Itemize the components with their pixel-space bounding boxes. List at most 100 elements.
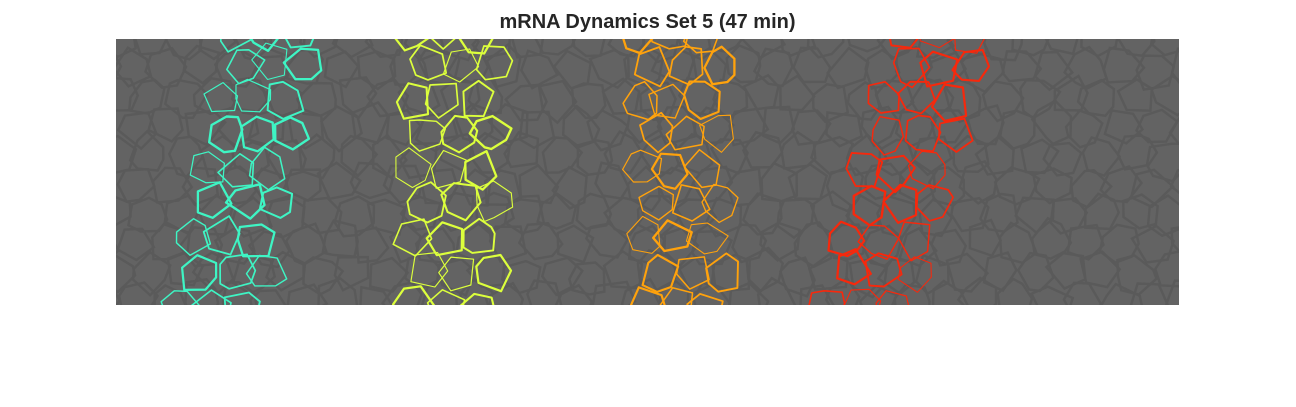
background-cell [131,250,172,297]
background-cell [568,261,606,296]
highlighted-cell [897,221,931,262]
background-cell [623,46,665,89]
background-cell [1153,250,1179,288]
highlighted-cell [245,254,288,287]
background-cell [915,39,955,59]
highlighted-cell [827,220,866,258]
highlighted-cell [641,253,680,293]
background-cell [1079,250,1122,289]
background-cell [354,226,390,264]
highlighted-cell [284,39,315,49]
background-cell [526,279,563,305]
highlighted-cell [273,116,311,151]
background-cell [620,277,662,305]
highlighted-cell [251,42,288,81]
highlighted-cell [442,48,480,83]
background-cell [1145,142,1179,183]
highlighted-cell [626,215,661,254]
background-cell [340,134,379,178]
background-cell [642,39,680,64]
highlighted-cell [699,114,734,153]
highlighted-cell [258,186,294,219]
background-cell [331,39,374,59]
background-cell [248,289,287,305]
background-cell [1083,192,1121,231]
highlighted-cell [458,39,494,55]
highlighted-cell [705,252,739,293]
background-cell [167,135,204,178]
background-cell [1042,141,1083,177]
background-cell [381,280,423,305]
background-cell [1102,46,1146,84]
background-cell [705,196,743,238]
background-cell [982,39,1024,62]
background-cell [182,44,221,85]
background-cell [1064,109,1104,149]
highlighted-cell [629,286,666,305]
highlighted-cell [648,83,686,119]
highlighted-cell [650,39,688,50]
background-cell [1129,168,1175,209]
background-cell [780,39,817,57]
background-cell [690,230,734,266]
background-cell [1030,216,1073,260]
background-cell [725,167,763,207]
background-cell [134,39,168,56]
background-cell [518,110,556,150]
background-cell [1129,282,1170,305]
highlighted-cell [395,147,432,189]
highlighted-cell [937,117,974,153]
background-cell [474,191,515,235]
background-cell [299,39,339,59]
background-cell [860,105,899,148]
background-cell [323,50,360,89]
background-cell [1032,167,1073,205]
highlighted-cell [875,154,916,194]
background-cell [1169,168,1179,195]
background-cell [945,252,990,293]
highlighted-cell [622,80,658,121]
highlighted-cell [430,39,456,50]
background-cell [691,165,734,204]
background-cell [350,101,390,145]
background-cell [931,279,969,305]
background-cell [742,130,784,169]
highlighted-cell [919,39,955,49]
background-cell [790,109,832,146]
background-cell [127,78,166,115]
background-cell [487,103,529,144]
highlighted-cell [650,152,689,190]
background-cell [826,46,870,90]
background-cell [1062,281,1103,305]
background-cell [511,39,545,59]
figure-title: mRNA Dynamics Set 5 (47 min) [499,11,796,33]
highlighted-cell [907,150,946,190]
highlighted-cell [864,252,903,288]
highlighted-cell [462,79,495,118]
background-cell [359,285,394,305]
background-cell [191,251,235,295]
background-cell [752,47,794,88]
background-cell [366,198,407,236]
background-cell-membranes [116,39,1179,305]
background-cell [1030,99,1073,146]
background-cell [693,106,735,145]
highlighted-cell [468,114,513,151]
microscopy-image [116,39,1179,305]
background-cell [540,256,584,297]
background-cell [298,133,336,180]
background-cell [504,83,548,122]
background-cell [728,281,770,305]
background-cell [484,281,525,305]
background-cell [144,46,188,89]
cell-tissue-svg [116,39,1179,305]
background-cell [1150,74,1179,117]
background-cell [776,198,816,240]
background-cell [454,102,494,145]
highlighted-cell [703,45,736,86]
highlighted-cell [843,288,882,305]
background-cell [333,195,376,238]
background-cell [517,222,564,261]
background-cell [471,39,511,60]
background-cell [626,108,663,145]
